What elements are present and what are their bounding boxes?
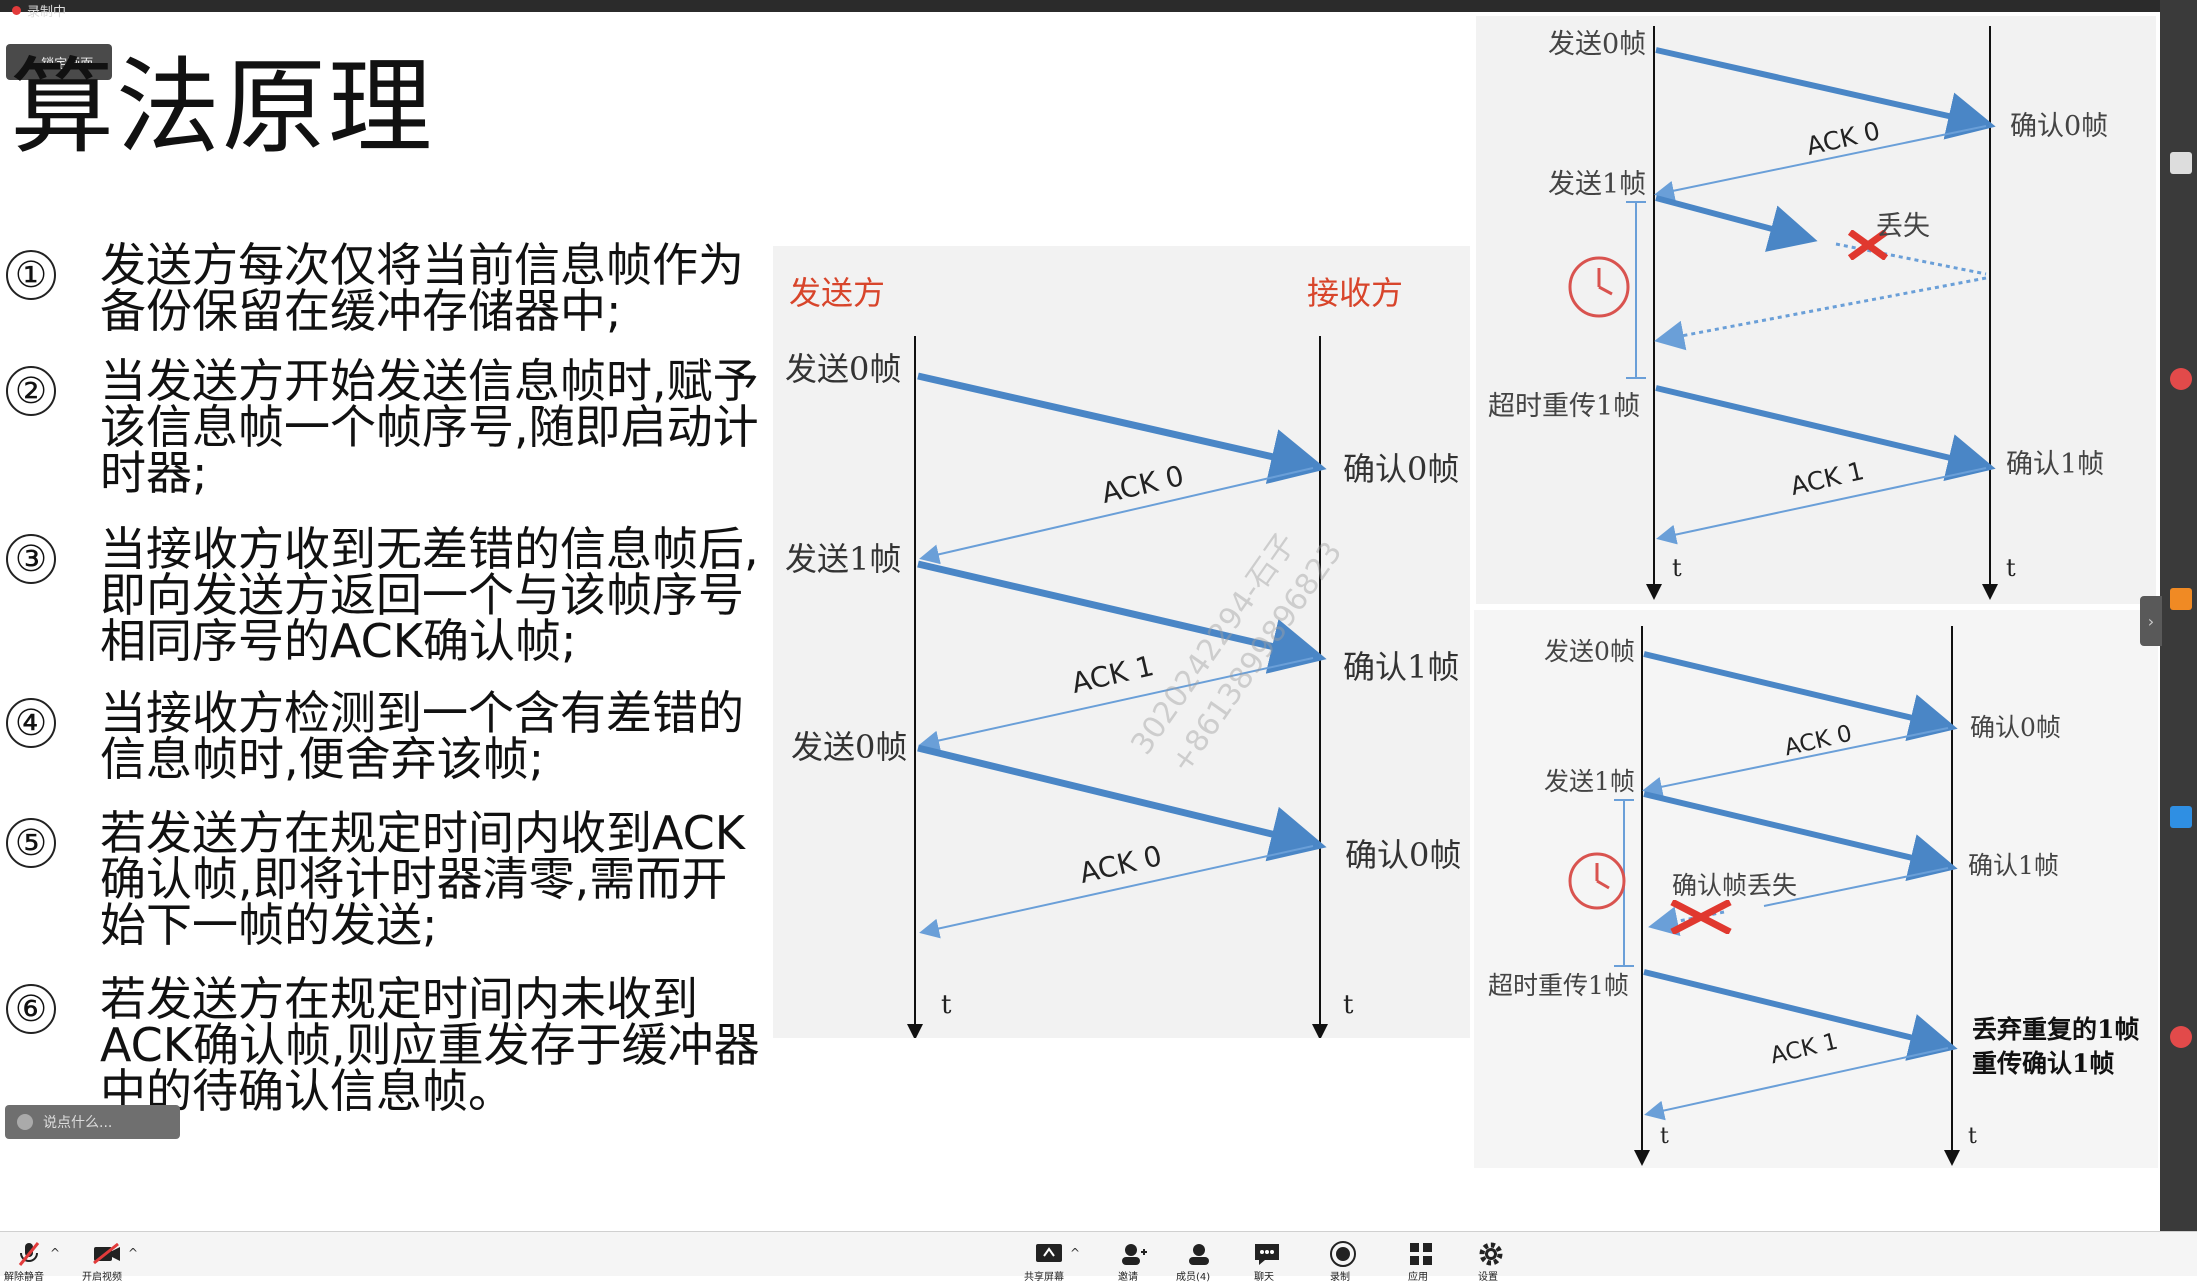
tr-confirm-0-label: 确认0帧 — [2010, 111, 2109, 142]
settings-button[interactable] — [1476, 1240, 1506, 1268]
diagram-normal-flow-lines — [907, 336, 1328, 1038]
step-number: ④ — [6, 698, 56, 748]
step-text: 当接收方检测到一个含有差错的信息帧时,便舍弃该帧; — [100, 686, 744, 786]
collapse-sidebar-button[interactable]: › — [2140, 596, 2162, 646]
right-sidebar — [2160, 0, 2197, 1231]
timer-clock-icon — [1568, 256, 1630, 318]
settings-label: 设置 — [1478, 1272, 1498, 1283]
step-number: ⑤ — [6, 818, 56, 868]
step-number: ① — [6, 250, 56, 300]
record-button[interactable] — [1328, 1240, 1358, 1268]
confirm-frame-0b-label: 确认0帧 — [1345, 836, 1462, 874]
step-text: 若发送方在规定时间内收到ACK确认帧,即将计时器清零,需而开始下一帧的发送; — [100, 806, 745, 952]
confirm-frame-1-label: 确认1帧 — [1343, 648, 1460, 686]
members-button[interactable] — [1184, 1240, 1214, 1268]
br-send-1-label: 发送1帧 — [1544, 767, 1635, 796]
diagram-normal-flow: 发送方 接收方 发送0帧 发送1帧 发送0帧 确认0帧 确认1帧 确认0帧 AC… — [773, 246, 1470, 1038]
smiley-icon[interactable] — [17, 1114, 33, 1130]
chevron-up-icon[interactable]: ^ — [127, 1246, 138, 1260]
whiteboard-icon[interactable] — [2170, 152, 2192, 174]
recording-bar — [0, 0, 2197, 12]
chevron-up-icon[interactable]: ^ — [49, 1246, 60, 1260]
share-screen-icon — [1036, 1244, 1062, 1262]
timer-clock-icon — [1568, 852, 1626, 910]
sender-label: 发送方 — [789, 274, 886, 312]
comment-input[interactable]: 说点什么... — [5, 1105, 180, 1139]
diagram-ack-lost-lines — [1614, 626, 1960, 1166]
apps-icon — [1410, 1243, 1432, 1265]
participant-mic-muted-icon[interactable] — [2170, 1026, 2192, 1048]
apps-button[interactable] — [1406, 1240, 1436, 1268]
chat-button[interactable] — [1252, 1240, 1282, 1268]
slide-title: 算法原理 — [10, 46, 435, 168]
video-button[interactable]: ^ — [92, 1240, 138, 1268]
step-text: 当接收方收到无差错的信息帧后,即向发送方返回一个与该帧序号相同序号的ACK确认帧… — [100, 522, 759, 668]
chevron-up-icon[interactable]: ^ — [1069, 1246, 1080, 1260]
br-sender-time-label: t — [1660, 1124, 1669, 1149]
share-screen-button[interactable]: ^ — [1034, 1240, 1080, 1268]
microphone-muted-icon — [18, 1242, 40, 1266]
br-send-0-label: 发送0帧 — [1544, 637, 1635, 666]
br-resend-1-label: 超时重传1帧 — [1488, 971, 1629, 1000]
record-label: 录制 — [1330, 1272, 1350, 1283]
members-label: 成员(4) — [1176, 1272, 1211, 1283]
confirm-frame-0-label: 确认0帧 — [1343, 450, 1460, 488]
step-number: ③ — [6, 534, 56, 584]
tr-sender-time-label: t — [1672, 554, 1682, 582]
participant-avatar-icon[interactable] — [2170, 806, 2192, 828]
invite-button[interactable] — [1118, 1240, 1148, 1268]
comment-placeholder: 说点什么... — [43, 1115, 113, 1131]
br-reconfirm-label: 重传确认1帧 — [1972, 1049, 2115, 1078]
step-text: 当发送方开始发送信息帧时,赋予该信息帧一个帧序号,随即启动计时器; — [100, 354, 759, 500]
lost-x-icon — [1848, 230, 1888, 260]
tr-receiver-time-label: t — [2006, 554, 2016, 582]
participant-avatar-icon[interactable] — [2170, 588, 2192, 610]
invite-icon — [1122, 1244, 1147, 1265]
invite-label: 邀请 — [1118, 1272, 1138, 1283]
step-number: ⑥ — [6, 984, 56, 1034]
tr-resend-1-label: 超时重传1帧 — [1488, 391, 1641, 422]
video-label: 开启视频 — [82, 1272, 122, 1283]
lock-screen-button[interactable]: ⊥ 锁定画面 — [6, 44, 112, 80]
mute-button[interactable]: ^ — [14, 1240, 60, 1268]
tr-send-0-label: 发送0帧 — [1548, 29, 1647, 60]
recording-indicator[interactable]: 录制中 — [12, 1, 66, 20]
mute-label: 解除静音 — [4, 1272, 44, 1283]
members-icon — [1189, 1244, 1209, 1265]
participant-mic-muted-icon[interactable] — [2170, 368, 2192, 390]
settings-icon — [1479, 1242, 1503, 1266]
br-discard-label: 丢弃重复的1帧 — [1972, 1015, 2140, 1044]
receiver-time-label: t — [1343, 990, 1354, 1020]
send-frame-0-label: 发送0帧 — [785, 350, 902, 388]
video-off-icon — [93, 1243, 120, 1265]
apps-label: 应用 — [1408, 1272, 1428, 1283]
br-confirm-0-label: 确认0帧 — [1970, 713, 2061, 742]
step-number: ② — [6, 366, 56, 416]
chat-label: 聊天 — [1254, 1272, 1274, 1283]
br-receiver-time-label: t — [1968, 1124, 1977, 1149]
meeting-toolbar — [0, 1231, 2197, 1276]
lock-screen-label: 锁定画面 — [41, 56, 94, 72]
chat-icon — [1255, 1244, 1279, 1265]
tr-lost-label: 丢失 — [1876, 211, 1930, 242]
tr-confirm-1-label: 确认1帧 — [2006, 449, 2105, 480]
step-text: 发送方每次仅将当前信息帧作为备份保留在缓冲存储器中; — [100, 238, 744, 338]
send-frame-0b-label: 发送0帧 — [791, 728, 908, 766]
sender-time-label: t — [941, 990, 952, 1020]
record-icon — [1330, 1241, 1356, 1267]
share-screen-label: 共享屏幕 — [1024, 1272, 1064, 1283]
tr-send-1-label: 发送1帧 — [1548, 169, 1647, 200]
diagram-frame-lost: 发送0帧 确认0帧 ACK 0 发送1帧 丢失 超时重传1帧 确认1帧 ACK … — [1476, 16, 2156, 604]
pin-icon: ⊥ — [24, 55, 36, 69]
recording-label: 录制中 — [27, 5, 67, 20]
send-frame-1-label: 发送1帧 — [785, 540, 902, 578]
receiver-label: 接收方 — [1307, 274, 1404, 312]
br-ack-lost-label: 确认帧丢失 — [1672, 871, 1798, 900]
step-text: 若发送方在规定时间内未收到ACK确认帧,则应重发存于缓冲器中的待确认信息帧。 — [100, 972, 760, 1118]
ack-lost-x-icon — [1670, 900, 1732, 934]
br-confirm-1-label: 确认1帧 — [1968, 851, 2059, 880]
diagram-ack-lost: 发送0帧 确认0帧 ACK 0 发送1帧 确认1帧 确认帧丢失 超时重传1帧 丢… — [1474, 610, 2158, 1168]
record-dot-icon — [12, 6, 21, 15]
